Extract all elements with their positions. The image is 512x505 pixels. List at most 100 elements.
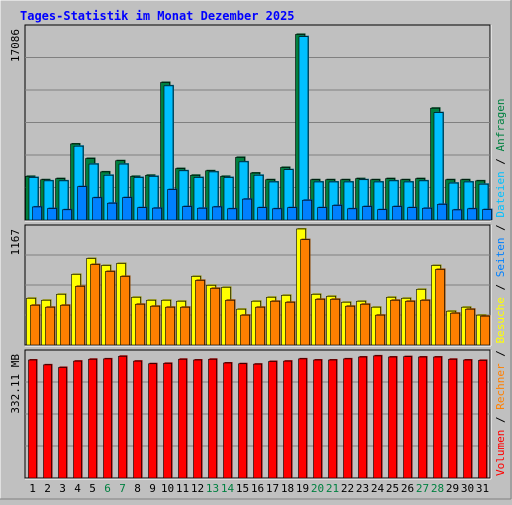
y-max-label: 17086 xyxy=(9,29,22,62)
y-max-label: 1167 xyxy=(9,229,22,256)
bar-body xyxy=(152,207,162,221)
bar-volumen-day-25 xyxy=(388,356,398,479)
bar-seiten-day-31 xyxy=(482,208,493,221)
bar-volumen-day-1 xyxy=(28,359,38,479)
bar-rechner-day-4 xyxy=(75,285,86,346)
bar-volumen-day-27 xyxy=(418,356,428,479)
bar-volumen-day-21 xyxy=(328,359,338,479)
bar-rechner-day-15 xyxy=(240,314,251,346)
bar-body xyxy=(107,202,117,221)
bar-rechner-day-26 xyxy=(405,300,416,346)
bar-volumen-day-29 xyxy=(448,358,458,479)
x-tick-label: 10 xyxy=(161,482,174,495)
bar-body xyxy=(463,359,472,479)
bar-seiten-day-27 xyxy=(422,207,433,221)
bar-seiten-day-25 xyxy=(392,205,403,221)
bar-volumen-day-6 xyxy=(103,357,113,479)
bar-volumen-day-24 xyxy=(373,354,383,479)
bar-body xyxy=(75,286,85,346)
bar-body xyxy=(418,356,427,479)
bar-body xyxy=(268,361,277,479)
bar-rechner-day-19 xyxy=(300,238,311,346)
x-tick-label: 30 xyxy=(461,482,474,495)
legend-separator: / xyxy=(494,151,507,171)
x-tick-label: 19 xyxy=(296,482,309,495)
bar-seiten-day-20 xyxy=(317,206,328,221)
x-tick-label: 4 xyxy=(74,482,81,495)
x-tick-label: 23 xyxy=(356,482,369,495)
bar-body xyxy=(195,280,205,346)
bar-volumen-day-4 xyxy=(73,360,83,479)
x-tick-label: 29 xyxy=(446,482,459,495)
bar-rechner-day-29 xyxy=(450,312,461,346)
bar-body xyxy=(92,197,102,221)
bar-rechner-day-31 xyxy=(480,315,491,346)
x-tick-label: 12 xyxy=(191,482,204,495)
bar-seiten-day-12 xyxy=(197,207,208,221)
bar-rechner-day-5 xyxy=(90,263,101,346)
bar-body xyxy=(450,312,460,346)
bar-seiten-day-29 xyxy=(452,208,463,221)
bar-rechner-day-20 xyxy=(315,298,326,346)
bar-volumen-day-3 xyxy=(58,366,68,479)
x-tick-label: 15 xyxy=(236,482,249,495)
bar-body xyxy=(392,206,402,221)
bar-body xyxy=(227,208,237,221)
bar-body xyxy=(452,209,462,221)
bar-body xyxy=(287,207,297,221)
x-tick-label: 11 xyxy=(176,482,189,495)
bar-volumen-day-9 xyxy=(148,362,158,479)
bar-body xyxy=(377,209,387,221)
bar-body xyxy=(407,207,417,221)
bar-volumen-day-17 xyxy=(268,360,278,479)
legend-separator: / xyxy=(494,277,507,297)
bar-body xyxy=(180,306,190,346)
bar-body xyxy=(238,363,247,479)
legend-item-anfragen: Anfragen xyxy=(494,98,507,151)
bar-body xyxy=(197,207,207,221)
bar-body xyxy=(347,208,357,221)
bar-body xyxy=(478,360,487,479)
bar-volumen-day-28 xyxy=(433,356,443,479)
bar-volumen-day-30 xyxy=(463,359,473,479)
bar-body xyxy=(118,355,127,479)
bar-body xyxy=(358,356,367,479)
bar-body xyxy=(105,271,115,346)
bar-rechner-day-24 xyxy=(375,314,386,346)
bar-seiten-day-1 xyxy=(32,205,43,221)
x-tick-label: 6 xyxy=(104,482,111,495)
bar-volumen-day-7 xyxy=(118,355,128,479)
bar-seiten-day-18 xyxy=(287,206,298,221)
bar-body xyxy=(30,304,40,346)
bar-seiten-day-10 xyxy=(167,188,178,221)
bar-body xyxy=(285,301,295,346)
bar-body xyxy=(360,303,370,346)
bar-body xyxy=(328,359,337,479)
bar-rechner-day-30 xyxy=(465,308,476,346)
bar-body xyxy=(242,198,252,221)
bar-seiten-day-13 xyxy=(212,205,223,221)
bar-body xyxy=(373,355,382,479)
bar-volumen-day-5 xyxy=(88,358,98,479)
bar-body xyxy=(480,315,490,346)
bar-volumen-day-18 xyxy=(283,360,293,479)
bar-seiten-day-22 xyxy=(347,207,358,221)
bar-body xyxy=(375,314,385,346)
bar-volumen-day-22 xyxy=(343,357,353,479)
bar-volumen-day-13 xyxy=(208,358,218,479)
x-tick-label: 18 xyxy=(281,482,294,495)
bar-rechner-day-11 xyxy=(180,306,191,346)
bar-body xyxy=(433,356,442,479)
bar-body xyxy=(317,207,327,221)
bar-body xyxy=(448,358,457,479)
bar-body xyxy=(332,205,342,221)
bar-volumen-day-2 xyxy=(43,363,53,479)
bar-body xyxy=(182,206,192,221)
bar-rechner-day-25 xyxy=(390,299,401,346)
bar-body xyxy=(47,208,57,221)
bar-body xyxy=(165,306,175,346)
bar-rechner-day-10 xyxy=(165,306,176,346)
bar-body xyxy=(120,276,130,346)
bar-seiten-day-28 xyxy=(437,203,448,221)
x-tick-label: 13 xyxy=(206,482,219,495)
